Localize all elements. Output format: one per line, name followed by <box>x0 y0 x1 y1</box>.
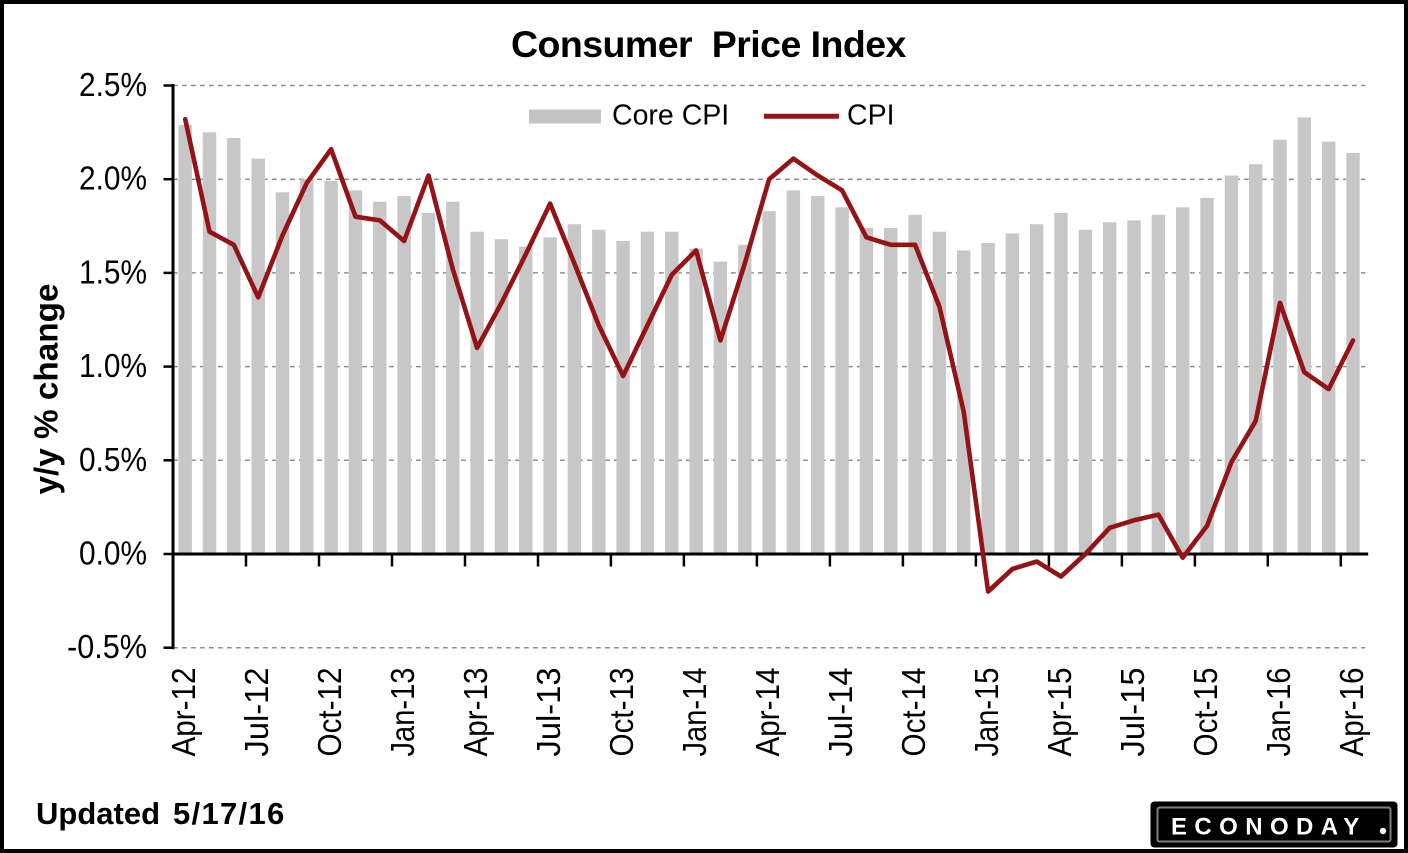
svg-text:1.5%: 1.5% <box>79 253 147 290</box>
svg-text:ECONODAY: ECONODAY <box>1171 814 1367 841</box>
svg-text:y/y % change: y/y % change <box>29 284 66 495</box>
svg-text:Jul-13: Jul-13 <box>531 668 568 757</box>
svg-text:2.5%: 2.5% <box>79 66 147 103</box>
svg-text:Jul-14: Jul-14 <box>823 668 860 757</box>
svg-text:2.0%: 2.0% <box>79 160 147 197</box>
svg-text:Apr-12: Apr-12 <box>166 668 203 757</box>
svg-text:Apr-15: Apr-15 <box>1042 668 1079 757</box>
svg-text:Oct-15: Oct-15 <box>1188 668 1225 757</box>
svg-text:Oct-14: Oct-14 <box>896 668 933 757</box>
svg-text:0.0%: 0.0% <box>79 535 147 572</box>
svg-text:Jan-14: Jan-14 <box>677 668 714 757</box>
svg-text:Jul-15: Jul-15 <box>1115 668 1152 757</box>
svg-text:Updated: Updated <box>36 796 160 831</box>
svg-text:Jul-12: Jul-12 <box>239 668 276 757</box>
svg-text:Consumer Price Index: Consumer Price Index <box>511 23 907 65</box>
svg-text:5/17/16: 5/17/16 <box>173 796 286 831</box>
svg-text:Jan-15: Jan-15 <box>969 668 1006 757</box>
svg-text:0.5%: 0.5% <box>79 441 147 478</box>
svg-text:CPI: CPI <box>847 100 895 132</box>
svg-text:Apr-16: Apr-16 <box>1334 668 1371 757</box>
svg-text:Oct-12: Oct-12 <box>312 668 349 757</box>
svg-text:-0.5%: -0.5% <box>67 628 147 665</box>
svg-text:Core CPI: Core CPI <box>612 100 729 132</box>
svg-text:Jan-16: Jan-16 <box>1261 668 1298 757</box>
svg-text:Oct-13: Oct-13 <box>604 668 641 757</box>
svg-text:1.0%: 1.0% <box>79 347 147 384</box>
svg-text:Apr-13: Apr-13 <box>458 668 495 757</box>
svg-text:Apr-14: Apr-14 <box>750 668 787 757</box>
svg-text:Jan-13: Jan-13 <box>385 668 422 757</box>
